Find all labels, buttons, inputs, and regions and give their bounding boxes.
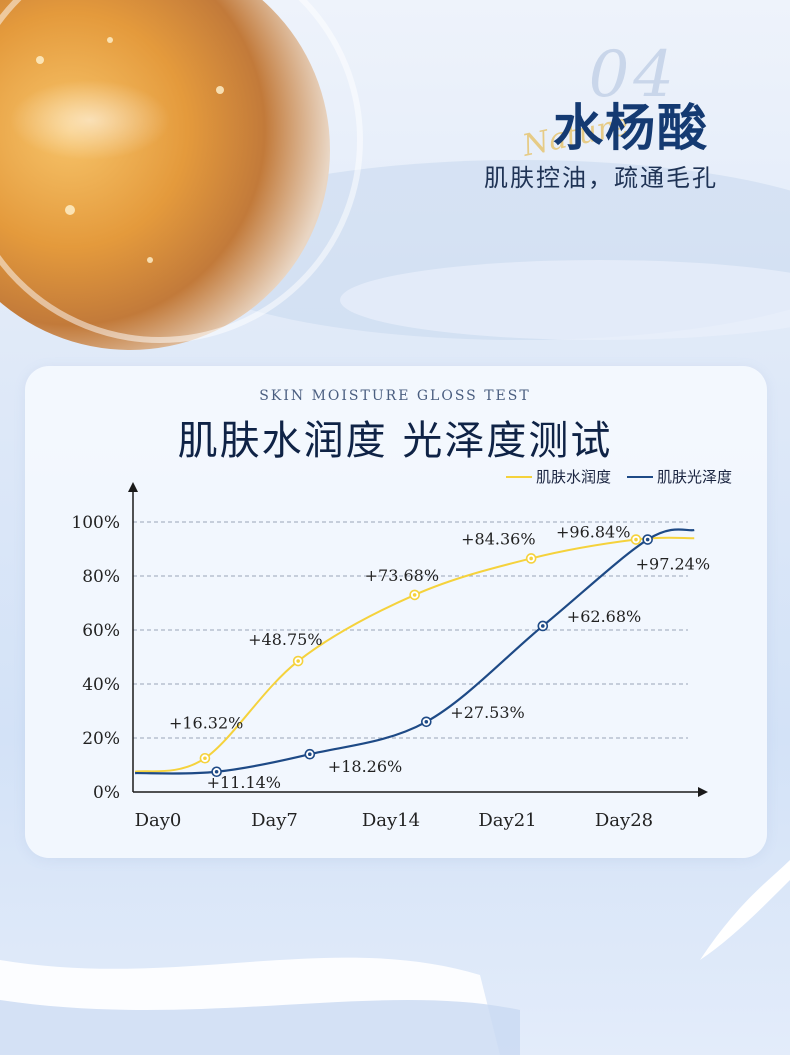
data-label-moisture: +84.36% — [461, 529, 535, 548]
data-point-dot-gloss — [645, 537, 650, 542]
data-label-gloss: +62.68% — [567, 607, 641, 626]
legend-item-moisture: 肌肤水润度 — [505, 466, 611, 487]
y-tick-label: 80% — [82, 567, 120, 587]
y-tick-label: 40% — [82, 675, 120, 695]
data-point-dot-moisture — [634, 537, 638, 542]
y-tick-label: 20% — [82, 729, 120, 749]
chart-title: 肌肤水润度 光泽度测试 — [177, 418, 613, 464]
data-label-gloss: +18.26% — [328, 757, 402, 776]
data-label-gloss: +97.24% — [636, 555, 710, 574]
legend-label-moisture: 肌肤水润度 — [535, 468, 611, 486]
data-label-moisture: +73.68% — [365, 566, 439, 585]
x-tick-label: Day0 — [135, 810, 182, 831]
data-point-dot-gloss — [308, 752, 312, 756]
data-point-dot-moisture — [412, 593, 417, 597]
y-tick-label: 60% — [82, 621, 120, 641]
data-point-dot-gloss — [424, 720, 429, 724]
data-point-dot-moisture — [296, 659, 300, 663]
legend-swatch-moisture — [505, 475, 532, 478]
legend-label-gloss: 肌肤光泽度 — [656, 468, 732, 486]
x-tick-label: Day28 — [595, 810, 653, 831]
data-label-moisture: +48.75% — [248, 630, 322, 649]
data-label-gloss: +11.14% — [207, 773, 281, 792]
chart-card — [25, 366, 767, 858]
x-tick-label: Day14 — [362, 810, 420, 831]
chart-legend: 肌肤水润度 肌肤光泽度 — [505, 466, 732, 487]
data-label-gloss: +27.53% — [450, 703, 524, 722]
x-axis-arrow — [698, 787, 708, 797]
chart-caption: SKIN MOISTURE GLOSS TEST — [259, 388, 531, 404]
y-axis-arrow — [128, 482, 138, 492]
legend-swatch-gloss — [626, 475, 653, 478]
data-point-dot-moisture — [529, 556, 533, 561]
ingredient-subtitle: 肌肤控油，疏通毛孔 — [484, 164, 718, 192]
data-point-dot-moisture — [203, 756, 207, 761]
data-point-dot-gloss — [541, 624, 545, 628]
section-number: 04 — [588, 38, 678, 112]
y-tick-label: 0% — [93, 783, 120, 803]
ingredient-title: 水杨酸 — [553, 99, 709, 157]
legend-item-gloss: 肌肤光泽度 — [626, 466, 732, 487]
x-tick-label: Day7 — [251, 810, 298, 831]
data-point-dot-gloss — [214, 769, 219, 774]
data-label-moisture: +16.32% — [169, 713, 243, 732]
y-tick-label: 100% — [71, 513, 120, 533]
data-label-moisture: +96.84% — [556, 523, 630, 542]
x-tick-label: Day21 — [478, 810, 536, 831]
